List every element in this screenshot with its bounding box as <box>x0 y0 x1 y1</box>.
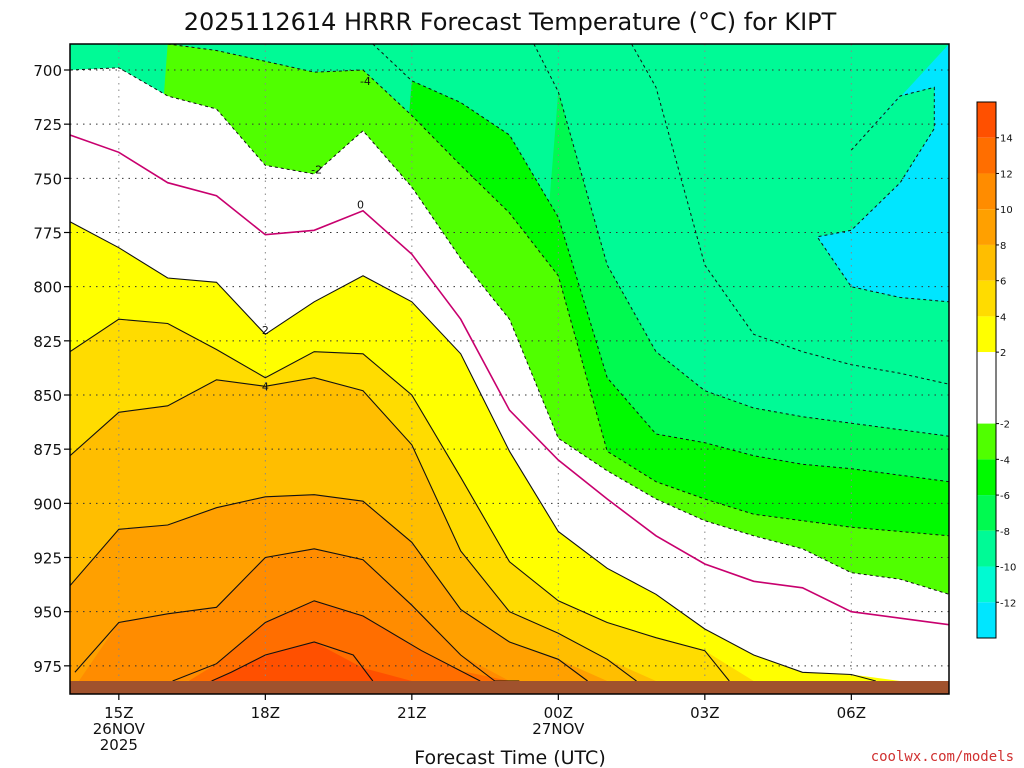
colorbar-tick-label: -4 <box>1000 455 1010 466</box>
isotherm-line <box>631 44 949 385</box>
colorbar-tick-label: 6 <box>1000 277 1006 288</box>
colorbar-tick-label: -6 <box>1000 491 1010 502</box>
y-tick-label: 800 <box>33 279 62 297</box>
isotherm-line <box>533 44 949 437</box>
isotherm-line <box>70 134 949 626</box>
colorbar-swatch <box>977 173 996 210</box>
x-tick-label: 27NOV <box>532 720 585 738</box>
y-tick-label: 775 <box>33 225 62 243</box>
colorbar-tick-label: 14 <box>1000 134 1013 145</box>
colorbar-tick-label: 8 <box>1000 241 1006 252</box>
y-tick-label: 900 <box>33 495 62 513</box>
x-tick-label: 18Z <box>251 704 280 722</box>
plot-frame <box>69 43 950 695</box>
isotherm-line <box>167 44 949 537</box>
credit-text: coolwx.com/models <box>871 749 1014 765</box>
colorbar-tick-label: 4 <box>1000 312 1006 323</box>
y-tick-label: 850 <box>33 387 62 405</box>
y-tick-label: 825 <box>33 333 62 351</box>
colorbar-tick-label: -12 <box>1000 598 1016 609</box>
colorbar-swatch <box>977 495 996 531</box>
x-tick-label: 2025 <box>100 736 138 754</box>
ground-surface <box>70 681 949 694</box>
colorbar-tick-label: -8 <box>1000 527 1010 538</box>
chart-title: 2025112614 HRRR Forecast Temperature (°C… <box>184 8 837 36</box>
colorbar-swatch <box>977 244 996 281</box>
contour-label: 2 <box>262 324 269 337</box>
contour-label: 0 <box>357 198 364 211</box>
colorbar-swatch <box>977 530 996 567</box>
y-tick-label: 750 <box>33 170 62 188</box>
isotherm-line <box>70 318 730 682</box>
colorbar-swatch <box>977 352 996 424</box>
colorbar-swatch <box>977 137 996 174</box>
plot-area: -4 -2 0 2 4 <box>70 44 949 694</box>
isotherm-line <box>211 641 374 682</box>
grid-lines <box>70 44 949 694</box>
isotherm-line <box>70 67 949 595</box>
colorbar-swatch <box>977 209 996 245</box>
isotherm-line <box>70 221 876 682</box>
x-axis-label: Forecast Time (UTC) <box>414 747 605 768</box>
temperature-fills <box>70 44 949 694</box>
colorbar-swatch <box>977 280 996 317</box>
colorbar-swatch <box>977 316 996 353</box>
colorbar-tick-label: -10 <box>1000 563 1016 574</box>
y-tick-label: 725 <box>33 116 62 134</box>
colorbar-swatch <box>977 102 996 138</box>
colorbar-swatch <box>977 423 996 460</box>
contour-label: -4 <box>360 75 371 88</box>
contour-labels: -4 -2 0 2 4 <box>262 75 371 394</box>
x-tick-label: 06Z <box>837 704 866 722</box>
isotherm-line <box>70 377 637 682</box>
colorbar-swatch <box>977 566 996 603</box>
isotherm-line <box>816 86 949 303</box>
x-tick-label: 26NOV <box>93 720 146 738</box>
x-tick-label: 21Z <box>397 704 426 722</box>
isotherm-line <box>172 600 481 682</box>
colorbar-tick-label: -2 <box>1000 420 1010 431</box>
colorbar-tick-label: 10 <box>1000 205 1013 216</box>
contour-label: -2 <box>311 164 322 177</box>
isotherm-line <box>70 494 588 682</box>
isotherm-line <box>372 44 949 483</box>
colorbar-tick-label: 2 <box>1000 348 1006 359</box>
y-tick-label: 875 <box>33 441 62 459</box>
colorbar-tick-label: 12 <box>1000 169 1013 180</box>
isotherm-line <box>74 548 520 682</box>
y-tick-label: 975 <box>33 658 62 676</box>
temperature-band-fill <box>817 44 949 302</box>
colorbar-frame <box>976 101 997 639</box>
colorbar-swatch <box>977 459 996 496</box>
isotherm-lines <box>70 44 949 682</box>
colorbar-swatch <box>977 602 996 638</box>
y-tick-label: 700 <box>33 62 62 80</box>
colorbar: 14 12 10 8 6 4 2 -2 -4 -6 -8 -10 -12 <box>976 101 1016 639</box>
pressure-axis: 700 725 750 775 800 825 850 875 900 925 950 975 <box>33 62 70 676</box>
y-tick-label: 950 <box>33 604 62 622</box>
contour-label: 4 <box>262 380 269 393</box>
x-tick-label: 03Z <box>690 704 719 722</box>
x-tick-label: 00Z <box>544 704 573 722</box>
x-tick-label: 15Z <box>104 704 133 722</box>
y-tick-label: 925 <box>33 550 62 568</box>
